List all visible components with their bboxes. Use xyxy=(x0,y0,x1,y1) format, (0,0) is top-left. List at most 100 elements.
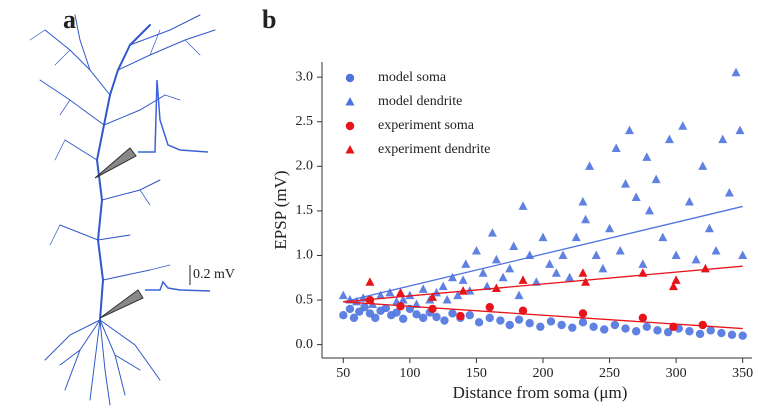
point xyxy=(440,316,449,325)
y-tick-label: 2.0 xyxy=(296,159,314,174)
point xyxy=(621,324,630,333)
point xyxy=(546,317,556,326)
point xyxy=(514,290,524,300)
point xyxy=(558,250,568,259)
point xyxy=(345,304,355,314)
point xyxy=(718,134,728,144)
point xyxy=(432,312,441,322)
legend-marker xyxy=(345,97,355,106)
point xyxy=(399,314,408,323)
point xyxy=(581,214,591,224)
point xyxy=(668,281,678,291)
point xyxy=(638,259,648,268)
y-tick-label: 1.5 xyxy=(296,203,314,218)
point xyxy=(610,320,620,330)
point xyxy=(621,179,631,188)
y-tick-label: 2.5 xyxy=(296,114,314,129)
point xyxy=(598,263,608,273)
point xyxy=(717,328,726,338)
legend-marker xyxy=(345,73,355,83)
point xyxy=(471,246,481,255)
point xyxy=(642,322,652,331)
point xyxy=(658,232,668,242)
point xyxy=(453,290,463,300)
point xyxy=(418,313,428,323)
scale-bar-label: 0.2 mV xyxy=(193,267,235,282)
point xyxy=(565,272,575,282)
point xyxy=(518,275,528,284)
point xyxy=(456,311,465,321)
point xyxy=(568,323,577,332)
point xyxy=(418,284,428,293)
point xyxy=(578,196,588,206)
point xyxy=(664,134,674,144)
point xyxy=(631,192,641,202)
y-tick-label: 3.0 xyxy=(296,69,314,84)
point xyxy=(427,292,437,301)
fit-line xyxy=(343,265,743,303)
point xyxy=(671,250,681,259)
point xyxy=(611,143,621,152)
point xyxy=(591,250,601,259)
point xyxy=(447,272,457,282)
x-tick-label: 200 xyxy=(532,366,553,381)
point xyxy=(485,313,494,323)
point xyxy=(605,223,615,233)
point xyxy=(365,277,375,286)
point xyxy=(505,320,514,330)
point xyxy=(698,161,708,170)
point xyxy=(738,250,748,259)
point xyxy=(392,308,401,317)
point xyxy=(339,311,348,320)
fit-line xyxy=(343,205,743,303)
point xyxy=(671,275,681,284)
point xyxy=(360,302,369,312)
point xyxy=(578,309,588,318)
point xyxy=(396,287,406,297)
point xyxy=(695,329,705,339)
point xyxy=(514,315,524,324)
point xyxy=(448,309,457,318)
y-tick-label: 1.0 xyxy=(296,248,314,263)
point xyxy=(509,241,519,251)
point xyxy=(482,281,492,291)
point xyxy=(487,228,497,237)
point xyxy=(531,277,541,286)
legend-label: experiment soma xyxy=(378,118,475,133)
x-tick-label: 350 xyxy=(732,366,753,381)
point xyxy=(581,277,591,286)
point xyxy=(525,319,534,328)
point xyxy=(724,188,734,197)
legend-label: model soma xyxy=(378,70,447,85)
point xyxy=(405,290,415,300)
point xyxy=(625,125,635,135)
point xyxy=(638,313,648,323)
point xyxy=(398,295,408,304)
point xyxy=(491,254,501,264)
point xyxy=(727,330,737,340)
point xyxy=(438,281,448,291)
fit-line xyxy=(343,301,743,330)
point xyxy=(498,272,508,282)
point xyxy=(685,327,694,336)
point xyxy=(545,259,555,268)
point xyxy=(706,326,715,335)
point xyxy=(684,196,694,206)
point xyxy=(412,310,421,319)
point xyxy=(578,318,588,327)
point xyxy=(458,286,468,295)
x-tick-label: 150 xyxy=(466,366,487,381)
point xyxy=(505,263,515,273)
point xyxy=(691,254,701,264)
point xyxy=(578,268,588,277)
point xyxy=(557,320,566,330)
point xyxy=(711,246,721,255)
point xyxy=(663,327,673,337)
point xyxy=(412,299,422,309)
x-tick-label: 100 xyxy=(399,366,420,381)
point xyxy=(461,259,471,268)
x-tick-label: 300 xyxy=(666,366,687,381)
x-tick-label: 250 xyxy=(599,366,620,381)
point xyxy=(385,287,395,297)
point xyxy=(631,327,641,336)
